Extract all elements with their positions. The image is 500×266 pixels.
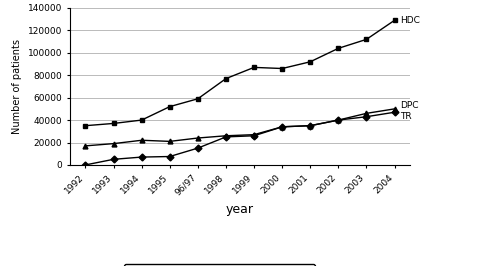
Text: HDC: HDC [400, 16, 420, 25]
PD [392, 107, 398, 110]
Legend: HD, PD, Functioning graft: HD, PD, Functioning graft [124, 264, 316, 266]
Functioning graft [336, 118, 342, 122]
Text: TR: TR [400, 112, 412, 121]
Functioning graft [307, 124, 313, 127]
HD [138, 118, 144, 122]
HD [279, 67, 285, 70]
Functioning graft [167, 155, 173, 158]
HD [307, 60, 313, 63]
Functioning graft [195, 147, 201, 150]
Functioning graft [82, 163, 88, 167]
Text: DPC: DPC [400, 101, 418, 110]
PD [138, 139, 144, 142]
Functioning graft [138, 155, 144, 159]
HD [392, 19, 398, 22]
Functioning graft [251, 134, 257, 137]
PD [110, 142, 116, 145]
Functioning graft [223, 135, 229, 139]
Functioning graft [392, 111, 398, 114]
HD [251, 66, 257, 69]
HD [167, 105, 173, 108]
HD [364, 38, 370, 41]
Y-axis label: Number of patients: Number of patients [12, 39, 22, 134]
PD [167, 140, 173, 143]
PD [195, 136, 201, 140]
HD [336, 47, 342, 50]
Line: PD: PD [83, 106, 397, 148]
Functioning graft [110, 158, 116, 161]
Functioning graft [279, 125, 285, 128]
Functioning graft [364, 115, 370, 118]
PD [279, 125, 285, 128]
HD [110, 122, 116, 125]
X-axis label: year: year [226, 203, 254, 216]
HD [223, 77, 229, 80]
PD [82, 144, 88, 147]
PD [223, 134, 229, 137]
PD [251, 133, 257, 136]
HD [195, 97, 201, 100]
HD [82, 124, 88, 127]
Line: HD: HD [83, 18, 397, 128]
PD [336, 118, 342, 122]
PD [364, 112, 370, 115]
PD [307, 124, 313, 127]
Line: Functioning graft: Functioning graft [83, 110, 397, 167]
